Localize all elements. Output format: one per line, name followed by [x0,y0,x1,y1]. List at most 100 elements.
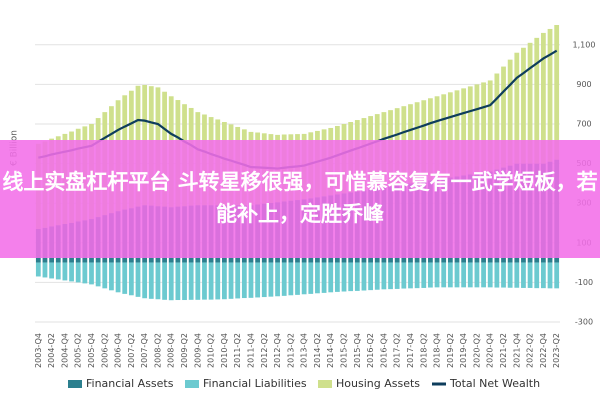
legend-swatch [318,380,332,388]
x-tick-label: 2007-Q2 [127,333,136,368]
x-tick-label: 2014-Q4 [326,333,335,368]
bar [434,262,440,288]
bar [241,262,247,299]
bar [215,262,221,300]
x-tick-label: 2013-Q2 [286,333,295,368]
x-tick-label: 2016-Q4 [379,333,388,368]
bar [128,262,134,296]
bar [261,262,267,298]
y-tick-label: -100 [575,278,593,287]
bar [334,262,340,292]
bar [109,262,114,291]
bar [82,262,88,284]
bar [275,262,280,297]
x-tick-label: 2019-Q2 [446,333,455,368]
bar [188,262,194,300]
x-tick-label: 2023-Q2 [552,333,561,368]
x-tick-label: 2012-Q2 [260,333,269,368]
x-tick-label: 2020-Q2 [472,333,481,368]
bar [441,262,447,288]
bar [474,84,480,174]
x-tick-label: 2016-Q2 [366,333,375,368]
bar [501,66,506,168]
bar [175,262,181,301]
bar [461,88,467,176]
bar [42,262,48,278]
bar [414,262,420,289]
x-tick-label: 2005-Q4 [87,333,96,368]
bar [295,262,300,295]
bar [434,96,440,180]
x-tick-label: 2017-Q2 [393,333,402,368]
bar [454,262,460,288]
bar [75,262,81,283]
x-tick-label: 2013-Q4 [300,333,309,368]
bar [195,262,201,300]
bar [374,262,380,290]
x-tick-label: 2003-Q4 [34,333,43,368]
x-tick-label: 2020-Q4 [486,333,495,368]
bar [521,47,526,164]
bar [301,262,307,295]
bar [467,86,473,175]
bar [49,262,55,279]
bar [381,262,387,290]
bar [368,262,373,291]
bar [55,262,61,280]
bar [547,262,553,289]
bar [527,262,533,288]
x-tick-label: 2022-Q2 [526,333,535,368]
bar [35,262,41,277]
x-tick-label: 2018-Q2 [419,333,428,368]
y-tick-label: -300 [575,318,593,327]
bar [208,262,214,300]
bar [454,90,460,177]
bar [554,262,560,289]
bar [148,262,154,299]
bar [222,262,227,300]
bar [348,262,354,292]
legend-swatch [185,380,199,388]
bar [341,262,347,292]
bar [354,262,360,291]
bar [514,52,520,164]
x-tick-label: 2015-Q4 [353,333,362,368]
bar [467,262,473,288]
bar [168,262,174,301]
bar [534,262,540,289]
bar [162,262,167,300]
bar [321,262,327,293]
bar [115,262,121,293]
x-tick-label: 2009-Q2 [180,333,189,368]
bar [228,262,234,299]
x-tick-label: 2021-Q4 [512,333,521,368]
bar [255,262,261,298]
x-tick-label: 2014-Q2 [313,333,322,368]
bar [521,262,526,288]
bar [481,262,486,288]
overlay-banner: 线上实盘杠杆平台 斗转星移很强，可惜慕容复有一武学短板，若能补上，定胜乔峰 [0,140,600,258]
bar [62,262,68,281]
x-tick-label: 2010-Q4 [220,333,229,368]
x-tick-label: 2010-Q2 [207,333,216,368]
bar [494,262,500,288]
bar [102,262,108,289]
legend-label: Financial Liabilities [203,377,307,390]
bar [441,94,447,179]
bar [554,25,560,160]
bar [308,262,314,294]
bar [481,82,486,173]
bar [361,262,367,291]
bar [122,262,128,294]
bar [428,262,433,288]
y-tick-label: 1,100 [573,40,596,49]
legend-label: Housing Assets [336,377,420,390]
x-tick-label: 2008-Q4 [167,333,176,368]
bar [447,92,453,178]
bar [507,262,513,288]
bar [182,262,187,301]
bar [394,262,400,289]
bar [288,262,294,296]
x-tick-label: 2015-Q2 [340,333,349,368]
bar [428,98,433,181]
